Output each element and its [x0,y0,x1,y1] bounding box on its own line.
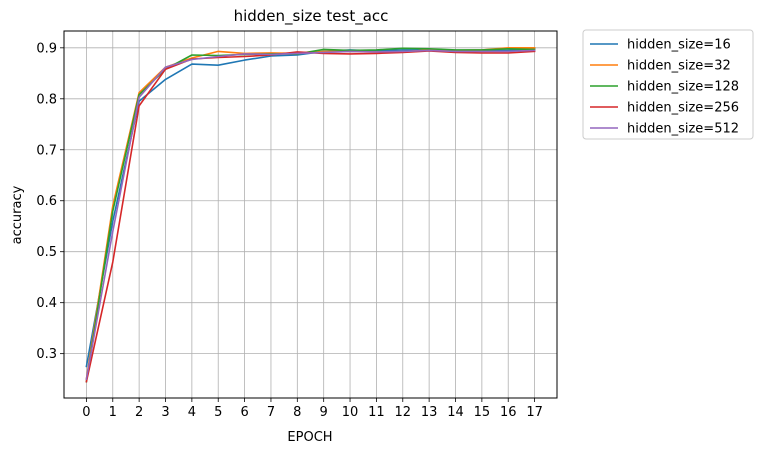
y-axis-label: accuracy [10,185,25,244]
x-tick-label: 11 [368,405,385,420]
legend: hidden_size=16 hidden_size=32 hidden_size=… [582,29,754,140]
series-line-4 [85,49,536,381]
x-tick-label: 14 [447,405,464,420]
x-tick-label: 8 [293,405,301,420]
series-line-3 [85,50,536,383]
legend-label: hidden_size=16 [627,38,731,53]
x-tick-label: 10 [342,405,359,420]
x-tick-label: 16 [500,405,517,420]
y-axis-ticks: 0.3 0.4 0.5 0.6 0.7 0.8 0.9 [36,41,64,362]
x-tick-label: 6 [240,405,248,420]
series-line-0 [85,47,536,368]
x-tick-label: 17 [526,405,543,420]
x-tick-label: 4 [188,405,196,420]
y-tick-label: 0.9 [36,41,57,56]
y-tick-label: 0.5 [36,245,57,260]
y-tick-label: 0.6 [36,194,57,209]
x-tick-label: 5 [214,405,222,420]
x-tick-label: 12 [394,405,411,420]
x-tick-label: 1 [109,405,117,420]
x-tick-label: 3 [161,405,169,420]
x-tick-label: 13 [421,405,438,420]
y-tick-label: 0.3 [36,347,57,362]
grid-lines [64,31,557,398]
x-tick-label: 7 [267,405,275,420]
plot-frame [63,30,558,399]
series-line-2 [85,47,536,383]
legend-label: hidden_size=32 [627,59,731,74]
series-line-1 [85,46,536,381]
x-axis-label: EPOCH [287,430,332,445]
x-tick-label: 9 [320,405,328,420]
y-tick-label: 0.7 [36,143,57,158]
chart-title: hidden_size test_acc [234,7,389,26]
x-tick-label: 15 [474,405,491,420]
legend-box [582,29,754,140]
y-tick-label: 0.4 [36,296,57,311]
legend-label: hidden_size=512 [627,122,739,137]
x-axis-ticks: 0 1 2 3 4 5 6 7 8 9 10 11 12 13 14 15 16 17 [82,398,543,420]
legend-label: hidden_size=128 [627,80,739,95]
x-tick-label: 0 [82,405,90,420]
x-tick-label: 2 [135,405,143,420]
series-lines [85,46,536,383]
legend-label: hidden_size=256 [627,101,739,116]
y-tick-label: 0.8 [36,92,57,107]
